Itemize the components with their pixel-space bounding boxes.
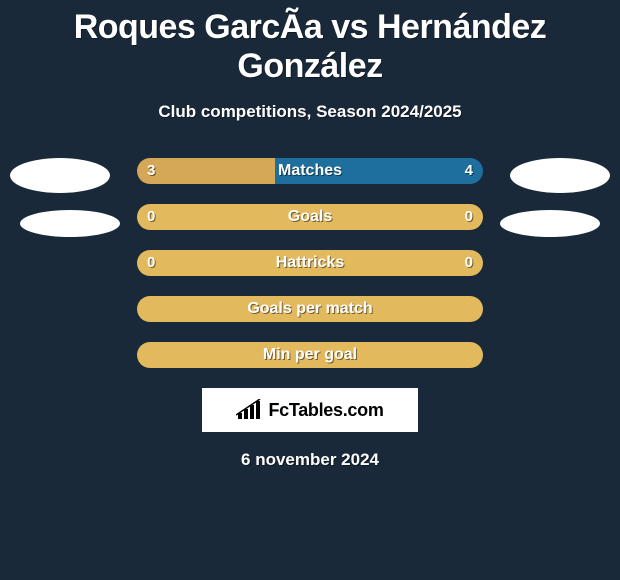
stat-label: Goals xyxy=(137,204,483,230)
player-right-avatar-2 xyxy=(500,210,600,237)
comparison-area: 34Matches 00Goals 00Hattricks Goals per mat… xyxy=(0,158,620,470)
player-left-avatar-2 xyxy=(20,210,120,237)
stat-label: Goals per match xyxy=(137,296,483,322)
player-right-avatar-1 xyxy=(510,158,610,193)
stat-bars: 34Matches 00Goals 00Hattricks Goals per mat… xyxy=(137,158,483,368)
stat-row: Goals per match xyxy=(137,296,483,322)
logo-text: FcTables.com xyxy=(268,400,383,421)
player-left-avatar-1 xyxy=(10,158,110,193)
page-title: Roques GarcÃ­a vs Hernández González xyxy=(0,0,620,86)
stat-label: Matches xyxy=(137,158,483,184)
stat-row: 00Hattricks xyxy=(137,250,483,276)
logo-chart-icon xyxy=(236,399,262,421)
logo-box: FcTables.com xyxy=(202,388,418,432)
date-text: 6 november 2024 xyxy=(0,450,620,470)
stat-row: Min per goal xyxy=(137,342,483,368)
stat-label: Min per goal xyxy=(137,342,483,368)
subtitle: Club competitions, Season 2024/2025 xyxy=(0,102,620,122)
stat-label: Hattricks xyxy=(137,250,483,276)
stat-row: 00Goals xyxy=(137,204,483,230)
stat-row: 34Matches xyxy=(137,158,483,184)
